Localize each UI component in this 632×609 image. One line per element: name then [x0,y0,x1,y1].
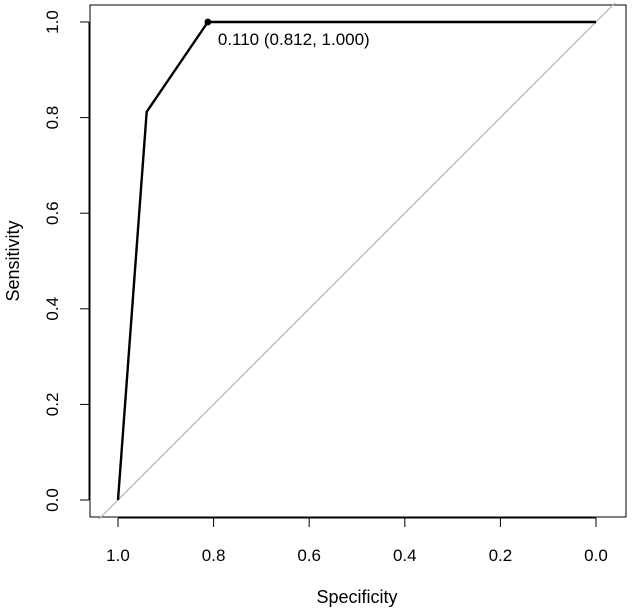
y-tick-label: 1.0 [43,10,62,34]
plot-frame [89,4,627,518]
y-tick-label: 0.0 [43,488,62,512]
y-axis-title: Sensitivity [3,220,23,301]
x-tick-label: 0.0 [584,546,608,565]
x-axis-title: Specificity [316,587,397,607]
x-tick-label: 0.8 [202,546,226,565]
y-tick-label: 0.2 [43,393,62,417]
reference-diagonal-line [98,2,616,520]
y-axis: 0.0 0.2 0.4 0.6 0.8 1.0 [43,10,90,512]
y-tick-label: 0.4 [43,297,62,321]
x-tick-label: 0.4 [393,546,417,565]
x-tick-label: 0.6 [297,546,321,565]
roc-curve-line [116,20,596,501]
y-tick-label: 0.8 [43,106,62,130]
threshold-point [204,18,212,26]
curve-layer [116,20,596,501]
threshold-annotation-label: 0.110 (0.812, 1.000) [218,30,370,49]
annotation-layer: 0.110 (0.812, 1.000) [204,18,370,49]
x-axis: 1.0 0.8 0.6 0.4 0.2 0.0 [106,517,608,565]
y-tick-label: 0.6 [43,201,62,225]
reference-layer [98,2,616,520]
x-tick-label: 0.2 [489,546,513,565]
x-tick-label: 1.0 [106,546,130,565]
